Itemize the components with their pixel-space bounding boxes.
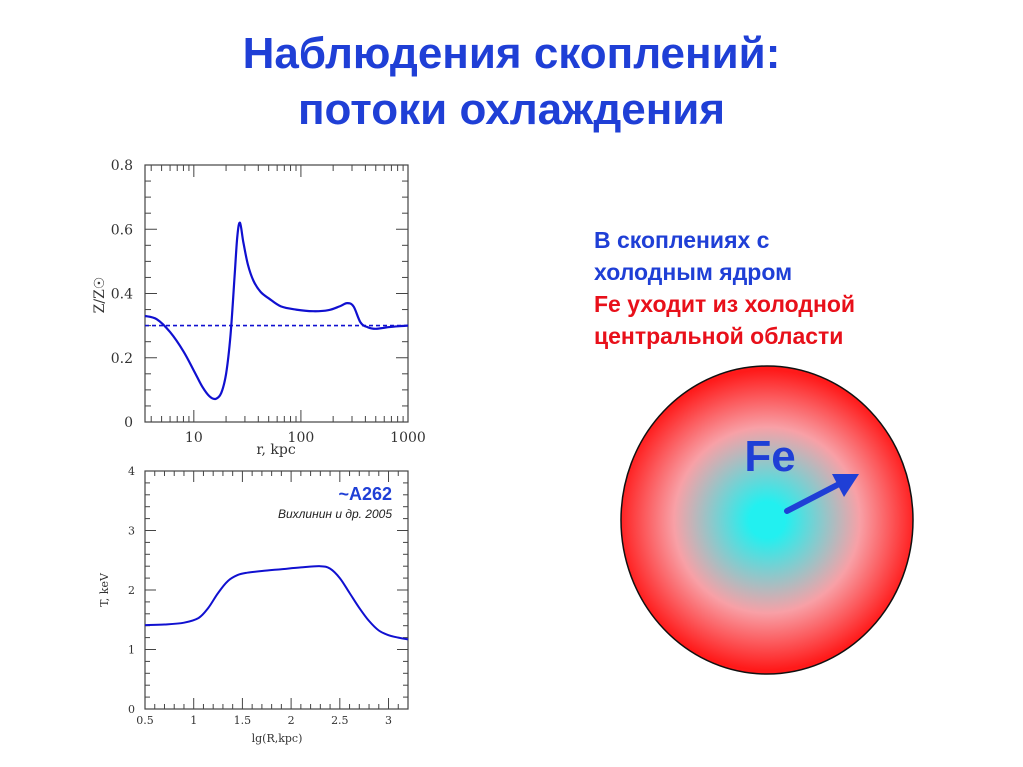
metallicity-chart-frame	[144, 164, 409, 423]
temperature-x-tick-label: 2.5	[331, 714, 349, 727]
temperature-x-tick-label: 0.5	[136, 714, 154, 727]
metallicity-chart: 10 100 1000 0 0.2 0.4 0.6 0.8 r, kpc Z/Z☉	[92, 158, 426, 458]
metallicity-x-tick-label: 100	[288, 430, 315, 446]
reference-annotation: Вихлинин и др. 2005	[278, 507, 392, 521]
temperature-y-tick-label: 3	[128, 525, 135, 538]
temperature-y-tick-label: 1	[128, 644, 135, 657]
explanation-text: В скоплениях с холодным ядром Fe уходит …	[594, 224, 855, 352]
metallicity-y-tick-label: 0.2	[111, 351, 133, 367]
temperature-chart-tick-labels: 0.5 1 1.5 2 2.5 3 0 1 2 3 4	[128, 465, 392, 727]
metallicity-y-tick-label: 0.4	[111, 287, 133, 303]
metallicity-y-tick-label: 0	[124, 415, 133, 431]
metallicity-y-axis-label: Z/Z☉	[92, 277, 108, 314]
metallicity-profile-line	[144, 221, 409, 401]
text-line-4: центральной области	[594, 323, 844, 349]
title-line-2: потоки охлаждения	[297, 85, 726, 134]
temperature-chart-series	[144, 565, 409, 641]
temperature-x-tick-label: 3	[385, 714, 392, 727]
temperature-chart: 0.5 1 1.5 2 2.5 3 0 1 2 3 4 ~A262 Вихлинин и др. 2…	[98, 465, 409, 745]
metallicity-x-tick-label: 10	[185, 430, 203, 446]
text-line-2: холодным ядром	[594, 259, 793, 285]
iron-label: Fe	[744, 432, 795, 481]
slide-title: Наблюдения скоплений: потоки охлаждения	[0, 26, 1023, 138]
metallicity-chart-ticks	[145, 164, 409, 423]
text-line-3: Fe уходит из холодной	[594, 291, 856, 317]
temperature-x-tick-label: 2	[288, 714, 295, 727]
metallicity-y-tick-label: 0.8	[111, 158, 133, 174]
metallicity-chart-tick-labels: 10 100 1000 0 0.2 0.4 0.6 0.8	[111, 158, 426, 446]
metallicity-x-tick-label: 1000	[390, 430, 426, 446]
cluster-annotation: ~A262	[338, 484, 392, 504]
temperature-x-tick-label: 1.5	[234, 714, 252, 727]
temperature-y-axis-label: T, keV	[98, 572, 111, 607]
metallicity-y-tick-label: 0.6	[111, 222, 133, 238]
temperature-x-axis-label: lg(R,kpc)	[252, 732, 303, 745]
temperature-y-tick-label: 2	[128, 584, 135, 597]
temperature-chart-ticks	[144, 470, 409, 710]
cluster-core-diagram: Fe	[620, 365, 914, 675]
title-line-1: Наблюдения скоплений:	[242, 29, 781, 78]
metallicity-x-axis-label: r, kpc	[256, 442, 296, 458]
temperature-y-tick-label: 4	[128, 465, 135, 478]
metallicity-chart-series	[144, 221, 409, 401]
arrow-up-right-icon	[784, 474, 859, 514]
temperature-x-tick-label: 1	[190, 714, 197, 727]
cluster-sphere	[620, 365, 914, 675]
temperature-profile-line	[144, 565, 409, 641]
temperature-y-tick-label: 0	[128, 703, 135, 716]
text-line-1: В скоплениях с	[594, 227, 770, 253]
